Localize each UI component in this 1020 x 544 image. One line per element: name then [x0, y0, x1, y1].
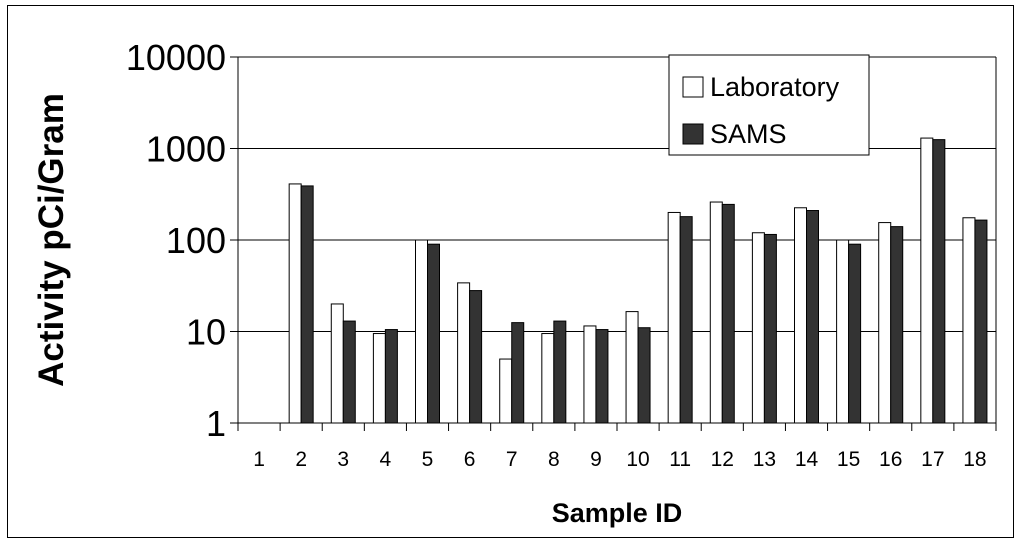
- bar-sams-5: [427, 243, 440, 424]
- x-tick-label: 10: [626, 448, 649, 471]
- bar-marks: [288, 137, 988, 424]
- y-tick-labels: 1 10 100 1000 10000: [126, 37, 226, 444]
- axes: [230, 56, 997, 431]
- y-tick-label: 1000: [146, 129, 226, 170]
- bar-laboratory-17: [920, 137, 934, 424]
- bar-sams-13: [763, 233, 777, 424]
- bar-laboratory-6: [457, 282, 471, 424]
- bar-laboratory-11: [667, 211, 681, 424]
- bar-laboratory-12: [709, 201, 723, 424]
- bar-sams-7: [511, 322, 525, 424]
- x-tick-label: 14: [795, 448, 819, 471]
- bar-laboratory-3: [330, 303, 344, 424]
- legend-label-laboratory: Laboratory: [710, 72, 840, 102]
- x-tick-label: 7: [506, 448, 518, 471]
- bar-laboratory-13: [751, 232, 765, 424]
- x-tick-label: 12: [711, 448, 734, 471]
- bar-laboratory-2: [288, 183, 302, 424]
- bar-sams-9: [595, 329, 609, 424]
- bar-sams-3: [342, 320, 356, 424]
- bar-sams-11: [679, 216, 693, 424]
- grid-lines: [238, 56, 996, 332]
- x-tick-label: 16: [879, 448, 902, 471]
- x-tick-label: 3: [337, 448, 349, 471]
- y-tick-label: 10: [186, 312, 226, 353]
- x-tick-label: 13: [753, 448, 776, 471]
- bar-laboratory-14: [794, 207, 807, 424]
- bar-laboratory-10: [625, 311, 639, 424]
- bar-laboratory-5: [415, 239, 428, 424]
- y-tick-label: 10000: [126, 37, 226, 78]
- x-tick-label: 9: [590, 448, 602, 471]
- y-tick-label: 100: [166, 220, 226, 261]
- x-tick-labels: 1 2 3 4 5 6 7 8 9 10 11 12 13 14 15 16 17 18: [253, 448, 986, 471]
- bar-sams-18: [974, 219, 988, 424]
- bar-laboratory-15: [836, 239, 850, 424]
- legend-label-sams: SAMS: [710, 119, 787, 149]
- bar-sams-4: [384, 329, 398, 424]
- x-tick-label: 1: [253, 448, 265, 471]
- legend-swatch-laboratory: [682, 76, 704, 98]
- bar-sams-17: [932, 139, 946, 424]
- y-axis-title: Activity pCi/Gram: [32, 93, 71, 387]
- x-tick-label: 15: [837, 448, 860, 471]
- x-tick-label: 8: [548, 448, 560, 471]
- bar-laboratory-4: [372, 333, 386, 424]
- bar-sams-12: [721, 203, 735, 424]
- bar-laboratory-9: [583, 325, 597, 424]
- legend: Laboratory SAMS: [668, 54, 870, 156]
- bar-sams-14: [806, 210, 819, 424]
- y-tick-label: 1: [206, 403, 226, 444]
- x-tick-label: 2: [295, 448, 307, 471]
- bar-sams-6: [469, 290, 483, 424]
- x-tick-label: 5: [422, 448, 434, 471]
- bar-laboratory-16: [878, 222, 892, 424]
- x-axis-title: Sample ID: [552, 498, 683, 528]
- x-tick-label: 6: [464, 448, 476, 471]
- x-tick-label: 11: [669, 448, 691, 471]
- bar-sams-8: [553, 320, 567, 424]
- x-tick-label: 4: [380, 448, 392, 471]
- bar-sams-15: [848, 243, 862, 424]
- bar-laboratory-8: [541, 333, 555, 424]
- x-tick-label: 18: [963, 448, 986, 471]
- bar-sams-10: [637, 327, 651, 424]
- x-tick-label: 17: [921, 448, 944, 471]
- legend-swatch-sams: [682, 123, 704, 145]
- bar-laboratory-7: [499, 358, 513, 424]
- bar-laboratory-18: [962, 217, 976, 424]
- bar-sams-16: [890, 226, 904, 424]
- bar-sams-2: [300, 185, 314, 424]
